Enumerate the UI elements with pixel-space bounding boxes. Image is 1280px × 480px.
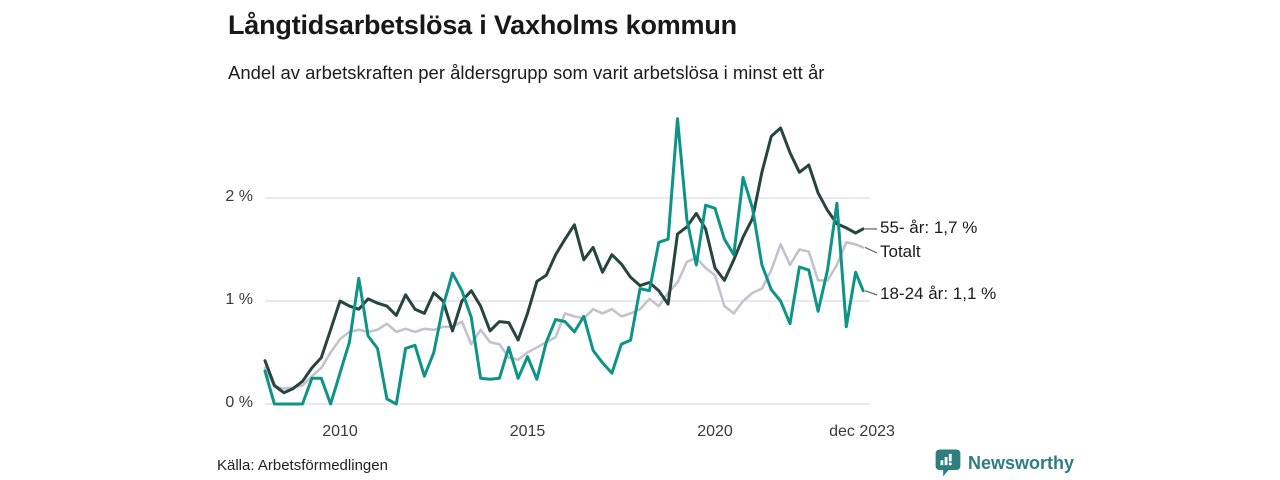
- newsworthy-logo-icon: [935, 449, 961, 477]
- y-axis-tick: 0 %: [225, 394, 253, 411]
- label-connector: [864, 246, 878, 254]
- x-axis-tick: 2010: [322, 423, 358, 440]
- source-note: Källa: Arbetsförmedlingen: [217, 457, 388, 474]
- series-line-totalt: [263, 241, 865, 390]
- brand-logo: Newsworthy: [935, 449, 1074, 477]
- series-line-55-r: [263, 126, 865, 395]
- brand-name: Newsworthy: [968, 452, 1075, 473]
- x-axis-tick: dec 2023: [829, 423, 895, 440]
- series-line-18-24-r: [263, 117, 865, 406]
- x-axis-tick: 2020: [697, 423, 733, 440]
- series-label-18-24: 18-24 år: 1,1 %: [880, 284, 997, 303]
- y-axis-tick: 1 %: [225, 291, 253, 308]
- page-title: Långtidsarbetslösa i Vaxholms kommun: [228, 10, 737, 40]
- x-axis-tick: 2015: [509, 423, 546, 440]
- series-label-total: Totalt: [880, 242, 921, 261]
- label-connector: [864, 290, 878, 296]
- chart-subtitle: Andel av arbetskraften per åldersgrupp s…: [228, 62, 825, 83]
- y-axis-tick: 2 %: [225, 188, 253, 205]
- series-label-55: 55- år: 1,7 %: [880, 218, 978, 237]
